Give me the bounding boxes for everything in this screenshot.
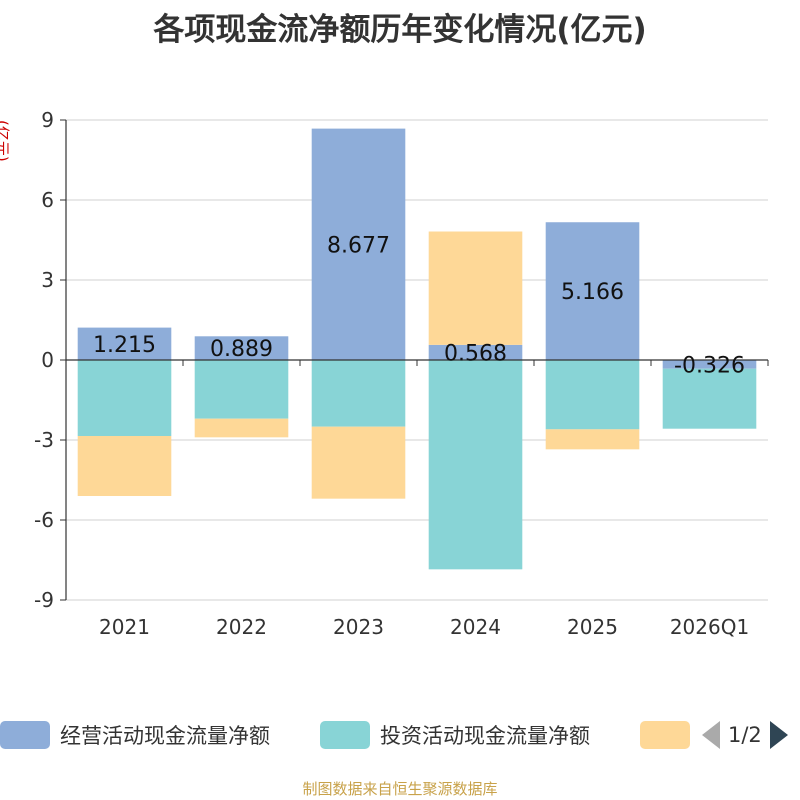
x-tick-label: 2022: [216, 615, 267, 639]
y-tick-label: 9: [41, 108, 54, 132]
bar-operating-2021[interactable]: [77, 327, 172, 360]
bar-investing-2021[interactable]: [77, 360, 172, 436]
legend-prev-arrow-icon[interactable]: [702, 721, 720, 749]
legend-pager: 1/2: [702, 716, 788, 754]
y-tick-label: 3: [41, 268, 54, 292]
data-label: 0.889: [210, 337, 273, 362]
chart-title: 各项现金流净额历年变化情况(亿元): [153, 12, 647, 48]
legend-label-investing: 投资活动现金流量净额: [380, 724, 590, 748]
bar-investing-2024[interactable]: [428, 360, 523, 570]
bar-operating-2022[interactable]: [194, 336, 289, 360]
legend-item-financing[interactable]: [640, 716, 700, 754]
bar-investing-2025[interactable]: [545, 360, 640, 430]
y-tick-label: 6: [41, 188, 54, 212]
bar-operating-2025[interactable]: [545, 222, 640, 360]
y-tick-label: 0: [41, 348, 54, 372]
bar-financing-2021[interactable]: [77, 436, 172, 496]
y-tick-label: -6: [34, 508, 54, 532]
data-label: 8.677: [327, 233, 390, 258]
legend-label-operating: 经营活动现金流量净额: [60, 724, 270, 748]
bar-operating-2023[interactable]: [311, 128, 406, 360]
y-tick-label: -9: [34, 588, 54, 612]
y-axis-label: (亿元): [0, 120, 11, 162]
legend-swatch-operating: [0, 721, 50, 749]
y-tick-label: -3: [34, 428, 54, 452]
x-tick-label: 2023: [333, 615, 384, 639]
data-label: 0.568: [444, 341, 507, 366]
x-tick-label: 2026Q1: [670, 615, 749, 639]
legend: 经营活动现金流量净额 投资活动现金流量净额 1/2: [0, 716, 800, 754]
legend-swatch-financing: [640, 721, 690, 749]
bar-operating-2024[interactable]: [428, 344, 523, 360]
bar-investing-2026Q1[interactable]: [662, 368, 757, 429]
legend-next-arrow-icon[interactable]: [769, 721, 788, 749]
bar-financing-2025[interactable]: [545, 429, 640, 450]
x-tick-label: 2024: [450, 615, 501, 639]
bar-financing-2022[interactable]: [194, 418, 289, 438]
data-label: 5.166: [561, 280, 624, 305]
bar-investing-2022[interactable]: [194, 360, 289, 419]
legend-swatch-investing: [320, 721, 370, 749]
legend-item-investing[interactable]: 投资活动现金流量净额: [320, 716, 590, 754]
data-label: -0.326: [674, 353, 745, 378]
bar-investing-2023[interactable]: [311, 360, 406, 427]
bar-financing-2024[interactable]: [428, 231, 523, 345]
legend-page-indicator: 1/2: [728, 723, 762, 747]
source-note: 制图数据来自恒生聚源数据库: [302, 780, 498, 798]
bar-financing-2023[interactable]: [311, 426, 406, 499]
x-tick-label: 2021: [99, 615, 150, 639]
x-tick-label: 2025: [567, 615, 618, 639]
data-label: 1.215: [93, 333, 156, 358]
bar-operating-2026Q1[interactable]: [662, 360, 757, 369]
legend-item-operating[interactable]: 经营活动现金流量净额: [0, 716, 270, 754]
